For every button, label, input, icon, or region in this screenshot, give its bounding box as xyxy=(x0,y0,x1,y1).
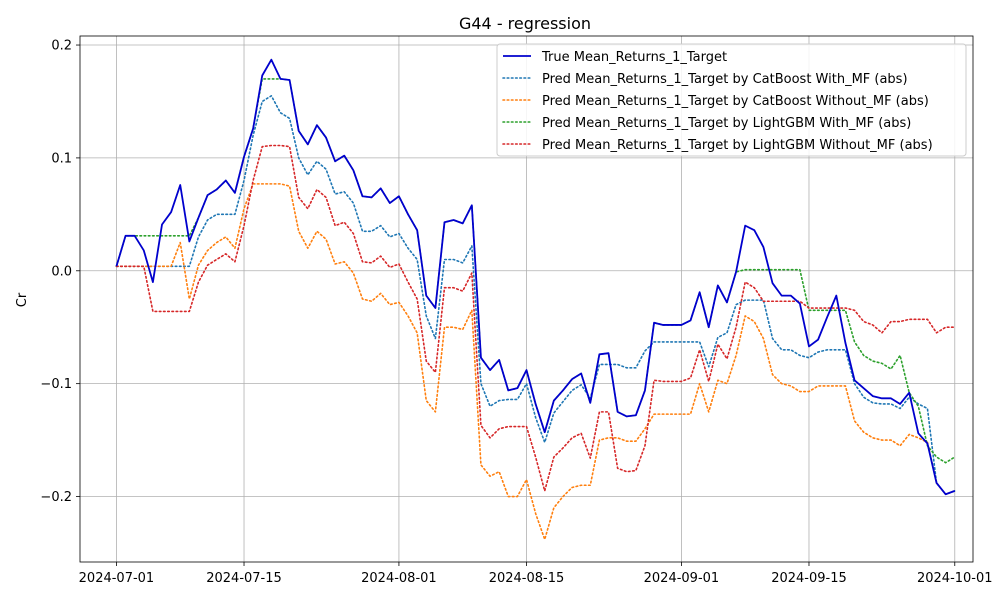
series-line-4 xyxy=(115,144,956,492)
series-line-1 xyxy=(115,95,956,496)
x-tick-label: 2024-09-15 xyxy=(771,571,847,586)
y-tick-label: −0.2 xyxy=(40,490,72,505)
x-tick-label: 2024-08-15 xyxy=(489,571,565,586)
y-tick-label: 0.0 xyxy=(51,264,72,279)
legend-label-3: Pred Mean_Returns_1_Target by LightGBM W… xyxy=(542,116,911,131)
y-tick-label: 0.2 xyxy=(51,39,72,54)
legend-label-2: Pred Mean_Returns_1_Target by CatBoost W… xyxy=(542,94,929,109)
plot-series xyxy=(115,58,956,541)
legend-label-4: Pred Mean_Returns_1_Target by LightGBM W… xyxy=(542,138,933,153)
axes: 2024-07-01 2024-07-15 2024-08-01 2024-08-15… xyxy=(40,35,993,586)
plot-frame xyxy=(79,35,974,563)
y-axis-label: Cr xyxy=(15,292,30,307)
y-tick-label: −0.1 xyxy=(40,377,72,392)
series-line-0 xyxy=(115,58,956,496)
y-tick-label: 0.1 xyxy=(51,151,72,166)
chart-title: G44 - regression xyxy=(459,14,591,33)
x-tick-label: 2024-08-01 xyxy=(361,571,437,586)
x-tick-label: 2024-10-01 xyxy=(917,571,993,586)
x-tick-label: 2024-07-15 xyxy=(206,571,282,586)
legend: True Mean_Returns_1_Target Pred Mean_Retu… xyxy=(496,43,967,157)
legend-box xyxy=(496,43,967,157)
series-line-2 xyxy=(115,183,956,541)
legend-label-0: True Mean_Returns_1_Target xyxy=(541,50,727,65)
x-tick-label: 2024-09-01 xyxy=(644,571,720,586)
legend-label-1: Pred Mean_Returns_1_Target by CatBoost W… xyxy=(542,72,908,87)
x-tick-label: 2024-07-01 xyxy=(79,571,155,586)
